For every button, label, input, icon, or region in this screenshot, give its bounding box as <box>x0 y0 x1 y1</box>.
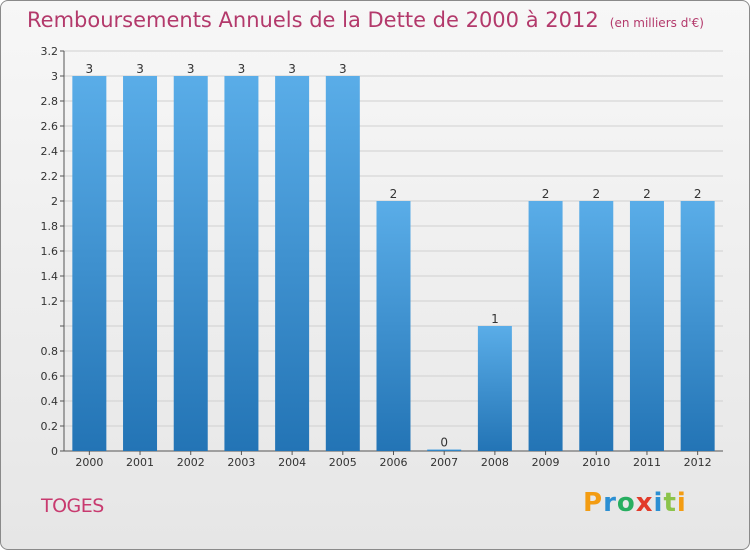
y-tick-label: 1.8 <box>41 220 59 233</box>
title-main: Remboursements Annuels de la Dette de 20… <box>27 8 599 32</box>
logo-letter: t <box>663 488 677 518</box>
data-label: 3 <box>238 62 246 76</box>
bar <box>680 201 715 451</box>
y-tick-label: 0.8 <box>41 345 59 358</box>
x-tick-label: 2004 <box>278 456 306 469</box>
data-label: 2 <box>694 187 702 201</box>
bar <box>376 201 411 451</box>
x-tick-label: 2005 <box>329 456 357 469</box>
bar <box>173 76 208 451</box>
x-tick-label: 2002 <box>177 456 205 469</box>
data-label: 2 <box>390 187 398 201</box>
logo-letter: i <box>653 488 664 518</box>
data-label: 2 <box>643 187 651 201</box>
data-label: 2 <box>592 187 600 201</box>
x-tick-label: 2009 <box>532 456 560 469</box>
y-tick-label: 0.4 <box>41 395 59 408</box>
commune-name: TOGES <box>41 495 104 517</box>
data-label: 1 <box>491 312 499 326</box>
bar <box>427 449 462 451</box>
data-label: 3 <box>187 62 195 76</box>
y-tick-label: 3.2 <box>41 45 59 58</box>
y-tick-label: 0 <box>51 445 58 458</box>
x-tick-label: 2011 <box>633 456 661 469</box>
chart-title: Remboursements Annuels de la Dette de 20… <box>27 8 704 32</box>
bar <box>275 76 310 451</box>
x-tick-label: 2000 <box>75 456 103 469</box>
data-label: 3 <box>288 62 296 76</box>
logo-letter: i <box>676 488 687 518</box>
x-tick-label: 2006 <box>380 456 408 469</box>
x-tick-label: 2012 <box>684 456 712 469</box>
logo-letter: o <box>616 488 636 518</box>
x-tick-label: 2001 <box>126 456 154 469</box>
data-label: 3 <box>339 62 347 76</box>
x-tick-label: 2003 <box>227 456 255 469</box>
y-tick-label: 1.4 <box>41 270 59 283</box>
y-tick-label: 2.6 <box>41 120 59 133</box>
y-tick-label: 2 <box>51 195 58 208</box>
y-tick-label: 0.2 <box>41 420 59 433</box>
data-label: 3 <box>86 62 94 76</box>
x-tick-label: 2008 <box>481 456 509 469</box>
y-tick-label: 3 <box>51 70 58 83</box>
data-label: 2 <box>542 187 550 201</box>
data-label: 0 <box>440 436 448 450</box>
bar <box>629 201 664 451</box>
x-tick-label: 2010 <box>582 456 610 469</box>
y-tick-label: 0.6 <box>41 370 59 383</box>
y-tick-label: 1.6 <box>41 245 59 258</box>
bar <box>72 76 107 451</box>
logo-letter: x <box>635 488 654 518</box>
bar <box>325 76 360 451</box>
y-tick-label: 2.8 <box>41 95 59 108</box>
title-unit: (en milliers d'€) <box>609 16 704 30</box>
y-tick-label: 1.2 <box>41 295 59 308</box>
bar <box>477 326 512 451</box>
bar <box>579 201 614 451</box>
x-tick-label: 2007 <box>430 456 458 469</box>
data-label: 3 <box>136 62 144 76</box>
logo-letter: r <box>603 488 617 518</box>
y-tick-label: 2.2 <box>41 170 59 183</box>
logo-letter: P <box>583 488 604 518</box>
y-tick-label: 2.4 <box>41 145 59 158</box>
bar <box>224 76 259 451</box>
bar <box>528 201 563 451</box>
proxiti-logo: Proxiti <box>583 488 687 518</box>
bar <box>123 76 158 451</box>
